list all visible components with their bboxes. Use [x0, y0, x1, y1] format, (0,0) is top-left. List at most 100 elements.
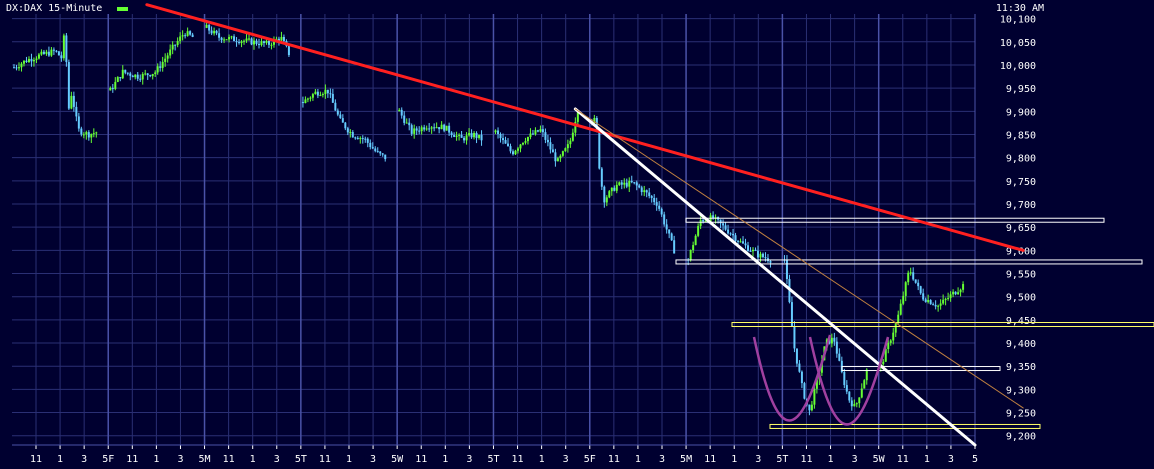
- candle-body: [727, 229, 730, 234]
- candle-body: [275, 38, 278, 40]
- x-tick-label: 11: [608, 454, 620, 465]
- candle-body: [504, 140, 507, 144]
- candle-body: [144, 73, 147, 75]
- candle-body: [250, 38, 253, 45]
- thin-downtrend-line: [574, 108, 1024, 409]
- candle-body: [564, 148, 567, 152]
- candle-body: [655, 202, 658, 206]
- candle-body: [882, 361, 885, 365]
- candle-body: [524, 141, 527, 143]
- x-tick-label: 3: [948, 454, 954, 465]
- x-tick-label: 11: [512, 454, 524, 465]
- candle-body: [865, 369, 868, 381]
- candle-body: [610, 187, 613, 192]
- y-tick-label: 9,350: [1006, 362, 1036, 373]
- y-tick-label: 9,750: [1006, 177, 1036, 188]
- candle-body: [455, 135, 458, 137]
- candle-body: [179, 36, 182, 42]
- candle-body: [714, 217, 717, 219]
- candle-body: [848, 391, 851, 401]
- candle-body: [608, 191, 611, 198]
- candle-body: [164, 58, 167, 62]
- candle-body: [287, 45, 290, 56]
- x-tick-label: 3: [81, 454, 87, 465]
- candle-body: [959, 289, 962, 293]
- candle-body: [364, 138, 367, 140]
- candle-body: [704, 220, 707, 222]
- candle-body: [25, 60, 28, 63]
- candle-body: [899, 303, 902, 315]
- candle-body: [463, 137, 466, 141]
- candle-body: [909, 272, 912, 274]
- candle-body: [623, 182, 626, 185]
- candle-body: [146, 73, 149, 76]
- candle-body: [800, 371, 803, 384]
- candle-body: [433, 127, 436, 129]
- candle-body: [531, 133, 534, 135]
- candle-body: [838, 353, 841, 361]
- candle-body: [243, 40, 246, 42]
- x-tick-label: 3: [274, 454, 280, 465]
- y-tick-label: 9,450: [1006, 316, 1036, 327]
- candle-body: [67, 62, 70, 109]
- candle-body: [92, 133, 95, 135]
- candle-body: [615, 184, 618, 191]
- candle-body: [430, 127, 433, 129]
- candle-body: [860, 388, 863, 398]
- candle-body: [450, 132, 453, 136]
- candle-body: [415, 128, 418, 131]
- y-tick-label: 9,800: [1006, 154, 1036, 165]
- candle-body: [598, 130, 601, 169]
- candle-body: [702, 219, 705, 222]
- candle-body: [907, 272, 910, 283]
- candle-body: [181, 35, 184, 37]
- candle-body: [752, 249, 755, 252]
- y-tick-label: 9,600: [1006, 246, 1036, 257]
- x-tick-label: 3: [563, 454, 569, 465]
- candle-body: [785, 259, 788, 280]
- candle-body: [902, 295, 905, 304]
- candle-body: [929, 300, 932, 305]
- candle-body: [754, 249, 757, 251]
- candle-body: [70, 95, 73, 109]
- candle-body: [65, 35, 68, 63]
- candle-body: [443, 124, 446, 131]
- candle-body: [359, 138, 362, 140]
- y-tick-label: 9,200: [1006, 432, 1036, 443]
- major-downtrend-line: [145, 3, 1025, 252]
- candle-body: [747, 245, 750, 251]
- candle-body: [90, 133, 93, 138]
- x-tick-label: 1: [442, 454, 448, 465]
- candle-body: [280, 36, 283, 41]
- candle-body: [60, 55, 63, 59]
- double-bottom-curve: [752, 334, 832, 422]
- resistance-level-upper: [685, 217, 1105, 223]
- candle-body: [213, 30, 216, 34]
- candle-body: [795, 348, 798, 364]
- x-tick-label: 5T: [295, 454, 307, 465]
- candle-body: [519, 144, 522, 149]
- candle-body: [321, 94, 324, 96]
- candle-body: [465, 135, 468, 141]
- candle-body: [176, 41, 179, 46]
- y-tick-label: 10,100: [1000, 15, 1036, 26]
- x-tick-label: 1: [250, 454, 256, 465]
- candle-body: [712, 215, 715, 219]
- candle-body: [734, 235, 737, 241]
- x-tick-label: 11: [126, 454, 138, 465]
- x-tick-label: 11: [30, 454, 42, 465]
- x-tick-label: 5F: [102, 454, 114, 465]
- steep-downtrend-line: [573, 107, 977, 447]
- candle-body: [692, 245, 695, 251]
- candle-body: [238, 42, 241, 44]
- candle-body: [47, 51, 50, 56]
- candle-body: [803, 383, 806, 399]
- candle-body: [509, 146, 512, 152]
- candle-body: [670, 233, 673, 241]
- candle-body: [438, 127, 441, 130]
- candle-body: [668, 229, 671, 234]
- candle-body: [55, 50, 58, 52]
- candle-body: [35, 58, 38, 60]
- candle-body: [808, 404, 811, 411]
- candle-body: [650, 196, 653, 198]
